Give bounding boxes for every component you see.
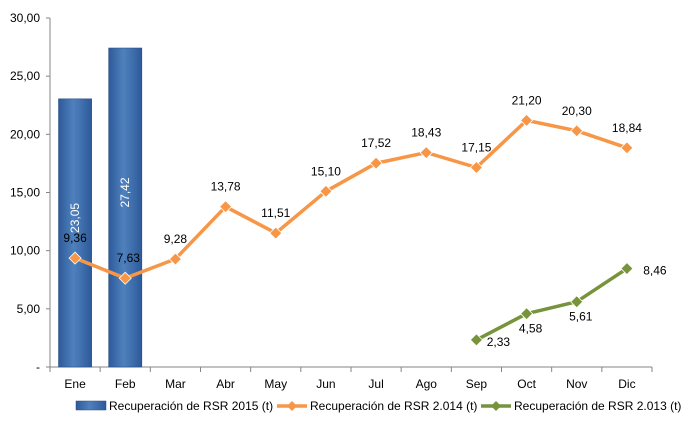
x-tick-label: Jun [316,377,335,391]
point-marker [369,156,383,170]
x-tick-label: Oct [517,377,536,391]
point-data-label: 9,36 [63,231,87,245]
legend-item: Recuperación de RSR 2.014 (t) [277,399,477,413]
legend-label: Recuperación de RSR 2.014 (t) [310,399,477,413]
point-data-label: 4,58 [519,322,543,336]
legend-swatch [75,400,107,411]
x-tick-label: Jul [368,377,383,391]
point-marker [620,262,634,276]
point-marker [269,226,283,240]
y-tick-label: 30,00 [10,11,40,25]
legend-item: Recuperación de RSR 2015 (t) [75,399,273,413]
point-marker [469,333,483,347]
y-tick-label: 10,00 [10,244,40,258]
point-data-label: 9,28 [164,232,188,246]
point-data-label: 8,46 [643,264,667,278]
legend-item: Recuperación de RSR 2.013 (t) [481,399,681,413]
bar-data-label: 23,05 [68,203,82,233]
point-marker [68,251,82,265]
y-tick-label: 20,00 [10,127,40,141]
point-data-label: 17,52 [361,136,391,150]
x-tick-label: Sep [466,377,488,391]
point-marker [469,160,483,175]
x-tick-label: May [264,377,287,391]
x-tick-label: Feb [115,377,136,391]
point-marker [570,295,584,309]
point-data-label: 13,78 [211,180,241,194]
legend-marker [491,401,501,411]
point-marker [118,271,132,285]
x-tick-label: Nov [566,377,587,391]
point-data-label: 20,30 [562,104,592,118]
series-line [73,118,629,280]
point-data-label: 17,15 [461,140,491,154]
bar [58,98,92,368]
point-marker [168,252,182,266]
point-data-label: 2,33 [487,335,511,349]
bar-data-label: 27,42 [118,177,132,207]
y-tick-label: 25,00 [10,69,40,83]
y-tick-label: - [36,360,40,374]
point-data-label: 11,51 [261,206,290,220]
x-tick-label: Dic [618,377,635,391]
point-marker [219,200,233,214]
point-marker [419,146,433,160]
point-data-label: 18,43 [411,126,441,140]
point-data-label: 5,61 [569,310,593,324]
point-data-label: 15,10 [311,164,341,178]
legend-label: Recuperación de RSR 2.013 (t) [514,399,681,413]
point-data-label: 21,20 [512,93,542,107]
x-tick-label: Abr [216,377,235,391]
legend-marker [287,401,297,411]
point-marker [520,307,534,321]
x-tick-label: Mar [165,377,186,391]
bar [108,47,143,368]
point-marker [520,113,534,127]
y-tick-label: 15,00 [10,186,40,200]
point-data-label: 18,84 [612,121,642,135]
x-tick-label: Ago [416,377,438,391]
point-marker [620,141,634,155]
x-tick-label: Ene [64,377,86,391]
point-marker [570,124,584,138]
legend-label: Recuperación de RSR 2015 (t) [109,399,273,413]
y-tick-label: 5,00 [17,302,41,316]
point-data-label: 7,63 [117,251,141,265]
series-line [474,266,629,342]
point-marker [319,184,333,198]
